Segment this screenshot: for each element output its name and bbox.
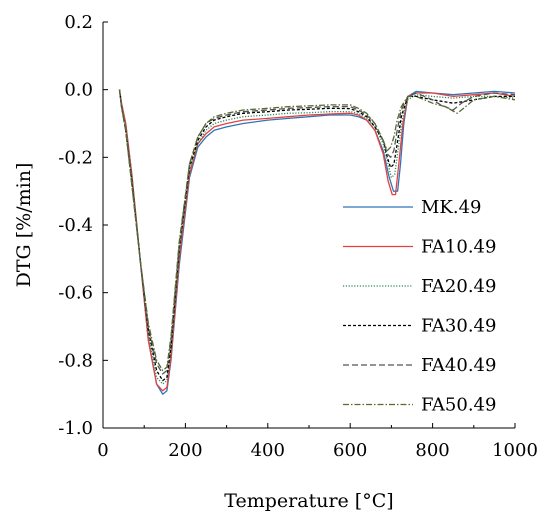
series-line-3	[118, 89, 515, 385]
series-line-4	[118, 89, 515, 382]
y-tick-label: -0.2	[58, 147, 93, 168]
legend-item-5: FA40.49	[343, 355, 496, 376]
x-tick-label: 0	[97, 440, 108, 461]
legend-label: FA20.49	[421, 276, 496, 297]
x-tick-label: 1000	[492, 440, 538, 461]
series-layer	[118, 89, 515, 395]
legend-label: FA40.49	[421, 355, 496, 376]
series-line-6	[118, 89, 515, 372]
x-axis-title: Temperature [°C]	[224, 490, 393, 512]
legend-label: FA10.49	[421, 237, 496, 258]
y-tick-label: 0.0	[64, 80, 93, 101]
legend-item-2: FA10.49	[343, 237, 496, 258]
y-axis-title: DTG [%/min]	[13, 163, 35, 288]
legend-item-3: FA20.49	[343, 276, 496, 297]
series-line-2	[118, 89, 515, 392]
legend-label: MK.49	[421, 197, 482, 218]
y-tick-label: -0.4	[58, 215, 93, 236]
y-tick-label: -1.0	[58, 418, 93, 439]
x-tick-label: 400	[251, 440, 285, 461]
x-tick-label: 200	[168, 440, 202, 461]
legend-label: FA50.49	[421, 395, 496, 416]
y-tick-label: -0.8	[58, 350, 93, 371]
x-tick-label: 800	[415, 440, 449, 461]
x-tick-label: 600	[333, 440, 367, 461]
legend-item-1: MK.49	[343, 197, 482, 218]
legend-label: FA30.49	[421, 316, 496, 337]
ticks-layer: 0 200 400 600 800 1000 0.2 0.0 -0.2 -0.4 -0.6 -0.8 -…	[58, 12, 538, 461]
y-tick-label: -0.6	[58, 283, 93, 304]
legend: MK.49 FA10.49 FA20.49 FA30.49 FA40.49 FA50.49	[343, 197, 496, 416]
legend-item-6: FA50.49	[343, 395, 496, 416]
y-tick-label: 0.2	[64, 12, 93, 33]
series-line-5	[118, 89, 515, 375]
legend-item-4: FA30.49	[343, 316, 496, 337]
